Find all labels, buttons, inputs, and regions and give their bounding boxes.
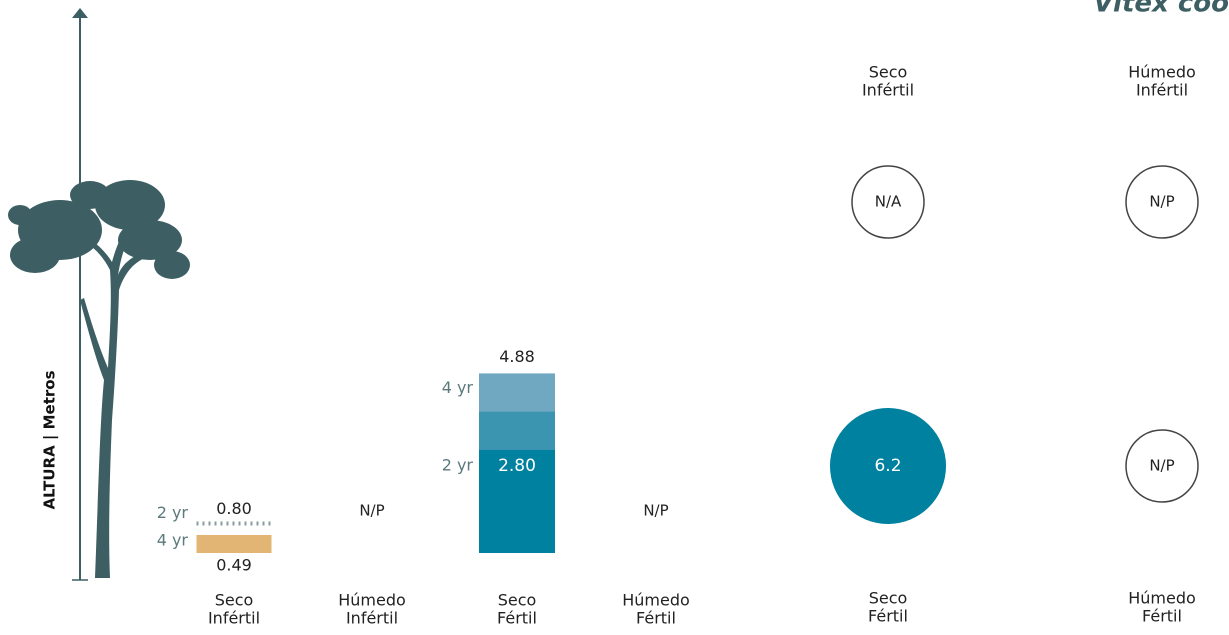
category-label: Seco bbox=[498, 591, 537, 610]
bubble bbox=[829, 407, 947, 525]
bar-2yr bbox=[479, 449, 555, 553]
note-label: N/P bbox=[359, 502, 384, 520]
category-label: Seco bbox=[869, 589, 908, 608]
category-label: Húmedo bbox=[338, 591, 406, 610]
value-label: 2.80 bbox=[498, 456, 536, 476]
category-label: Fértil bbox=[636, 609, 676, 628]
series-label: 4 yr bbox=[157, 530, 189, 549]
category-label: Húmedo bbox=[1128, 63, 1196, 82]
category-label: Fértil bbox=[1142, 607, 1182, 626]
category-label: Seco bbox=[215, 591, 254, 610]
note-label: N/P bbox=[1149, 193, 1174, 211]
category-label: Infértil bbox=[1136, 81, 1188, 100]
empty-circle bbox=[1125, 165, 1199, 239]
value-label: 0.49 bbox=[216, 556, 252, 575]
note-label: N/A bbox=[875, 193, 902, 211]
note-label: N/P bbox=[1149, 457, 1174, 475]
category-label: Fértil bbox=[497, 609, 537, 628]
bar-4yr-shade bbox=[479, 411, 555, 450]
tree-icon bbox=[8, 180, 190, 578]
series-label: 2 yr bbox=[442, 455, 474, 474]
series-label: 2 yr bbox=[157, 503, 189, 522]
value-label: 0.80 bbox=[216, 499, 252, 518]
empty-circle bbox=[1125, 429, 1199, 503]
chart-title: Vitex coo bbox=[1093, 0, 1229, 19]
bar-4yr bbox=[196, 534, 272, 553]
category-label: Infértil bbox=[208, 609, 260, 628]
axis-arrow bbox=[72, 8, 88, 18]
series-label: 4 yr bbox=[442, 378, 474, 397]
category-label: Seco bbox=[869, 63, 908, 82]
y-axis-label: ALTURA | Metros bbox=[41, 370, 60, 509]
category-label: Infértil bbox=[346, 609, 398, 628]
category-label: Húmedo bbox=[622, 591, 690, 610]
category-label: Infértil bbox=[862, 81, 914, 100]
note-label: N/P bbox=[643, 502, 668, 520]
value-label: 6.2 bbox=[874, 456, 901, 476]
category-label: Húmedo bbox=[1128, 589, 1196, 608]
empty-circle bbox=[851, 165, 925, 239]
category-label: Fértil bbox=[868, 607, 908, 626]
value-label: 4.88 bbox=[499, 347, 535, 366]
